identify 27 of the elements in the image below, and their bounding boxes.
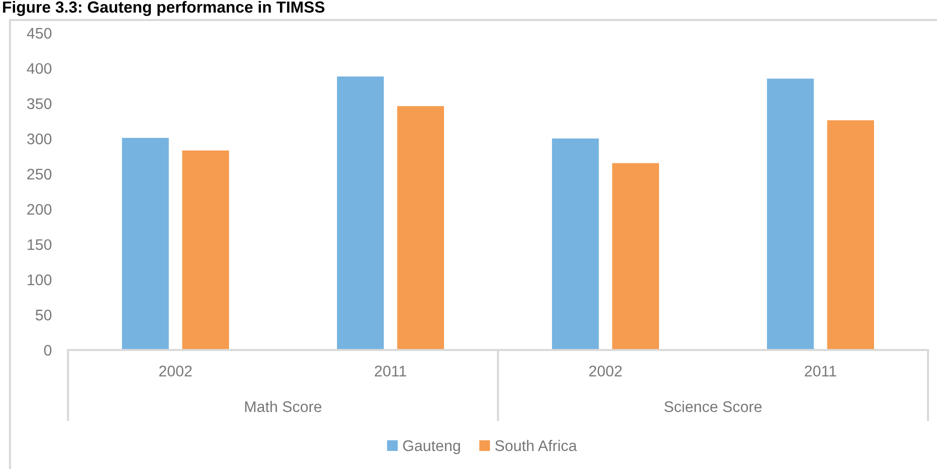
bar [826,119,876,350]
x-tick-label: 2002 [589,366,622,376]
text: Science Score [664,400,762,412]
bar [120,136,170,350]
legend-label: South Africa [495,440,577,452]
bar [396,105,446,350]
bar [766,78,815,350]
y-tick-label: 100 [28,274,52,286]
y-tick-label: 300 [27,134,52,144]
legend-label: Gauteng [403,440,460,454]
bar [611,162,660,350]
x-tick-label: 2011 [804,366,836,376]
y-tick-label: 200 [27,204,52,215]
y-tick-label: 400 [26,63,52,74]
y-tick-label: 0 [44,344,52,356]
bar [336,75,385,350]
chart-title: Figure 3.3: Gauteng performance in TIMSS [3,1,324,16]
y-tick-label: 50 [36,310,52,320]
x-tick-label: 2011 [374,366,406,376]
y-tick-label: 250 [27,168,52,180]
x-tick-label: 2002 [159,366,192,376]
y-tick-label: 450 [26,28,52,39]
y-tick-label: 350 [27,98,52,110]
y-tick-label: 150 [28,239,52,250]
bar [181,149,230,350]
text: Math Score [245,400,322,412]
bar [550,137,600,350]
